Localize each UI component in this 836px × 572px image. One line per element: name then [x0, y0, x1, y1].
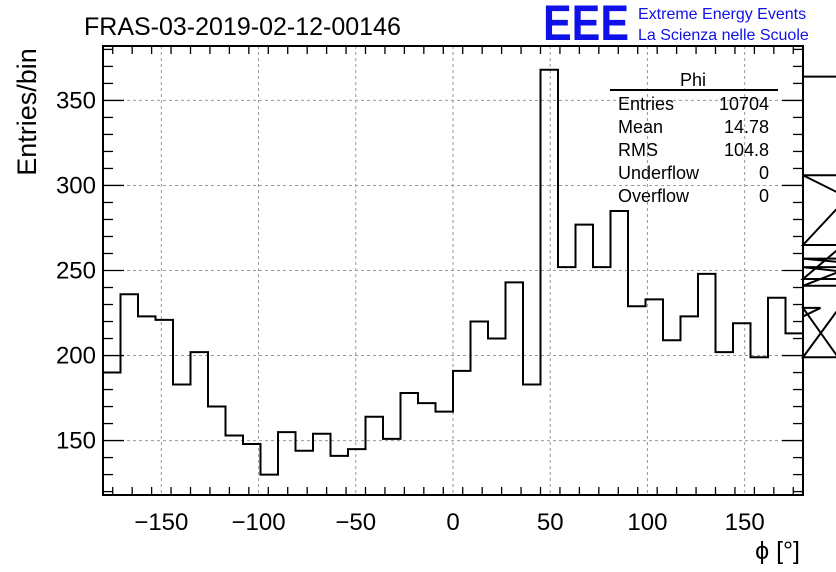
- y-tick-label: 200: [56, 343, 96, 370]
- y-tick-label: 350: [56, 87, 96, 114]
- y-axis-label: Entries/bin: [12, 48, 42, 176]
- y-tick-label: 300: [56, 172, 96, 199]
- stats-row-value: 0: [759, 186, 769, 206]
- histogram-series: [103, 68, 836, 476]
- y-tick-labels: 150 200 250 300 350: [56, 87, 96, 454]
- x-axis-label: ϕ [°]: [755, 537, 800, 565]
- stats-row-label: Overflow: [618, 186, 690, 206]
- stats-row-value: 14.78: [724, 117, 769, 137]
- stats-rows: Entries 10704 Mean 14.78 RMS 104.8 Underflow 0 O…: [618, 94, 769, 206]
- stats-row-value: 10704: [719, 94, 769, 114]
- logo-line-2: La Scienza nelle Scuole: [638, 27, 809, 44]
- stats-row-label: Mean: [618, 117, 663, 137]
- chart-title: FRAS-03-2019-02-12-00146: [84, 13, 401, 41]
- x-tick-label: −150: [134, 509, 188, 536]
- stats-row-label: Entries: [618, 94, 674, 114]
- x-tick-label: 150: [725, 509, 765, 536]
- logo-line-1: Extreme Energy Events: [638, 6, 806, 23]
- x-tick-label: 100: [627, 509, 667, 536]
- x-tick-label: −100: [232, 509, 286, 536]
- x-tick-labels: −150 −100 −50 0 50 100 150: [134, 509, 764, 536]
- stats-box: Phi Entries 10704 Mean 14.78 RMS 104.8 Underfl…: [610, 70, 778, 206]
- y-tick-label: 150: [56, 428, 96, 455]
- grid-lines: [103, 46, 803, 495]
- axis-ticks: [103, 46, 803, 495]
- stats-box-title: Phi: [680, 70, 706, 90]
- stats-row-label: RMS: [618, 140, 658, 160]
- x-tick-label: 0: [446, 509, 459, 536]
- y-tick-label: 250: [56, 258, 96, 285]
- stats-row-label: Underflow: [618, 163, 700, 183]
- eee-logo: EEE: [543, 0, 629, 51]
- x-tick-label: 50: [537, 509, 564, 536]
- stats-row-value: 104.8: [724, 140, 769, 160]
- x-tick-label: −50: [335, 509, 376, 536]
- stats-row-value: 0: [759, 163, 769, 183]
